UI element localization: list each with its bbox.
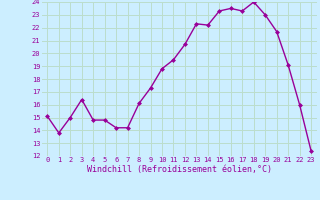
X-axis label: Windchill (Refroidissement éolien,°C): Windchill (Refroidissement éolien,°C): [87, 165, 272, 174]
